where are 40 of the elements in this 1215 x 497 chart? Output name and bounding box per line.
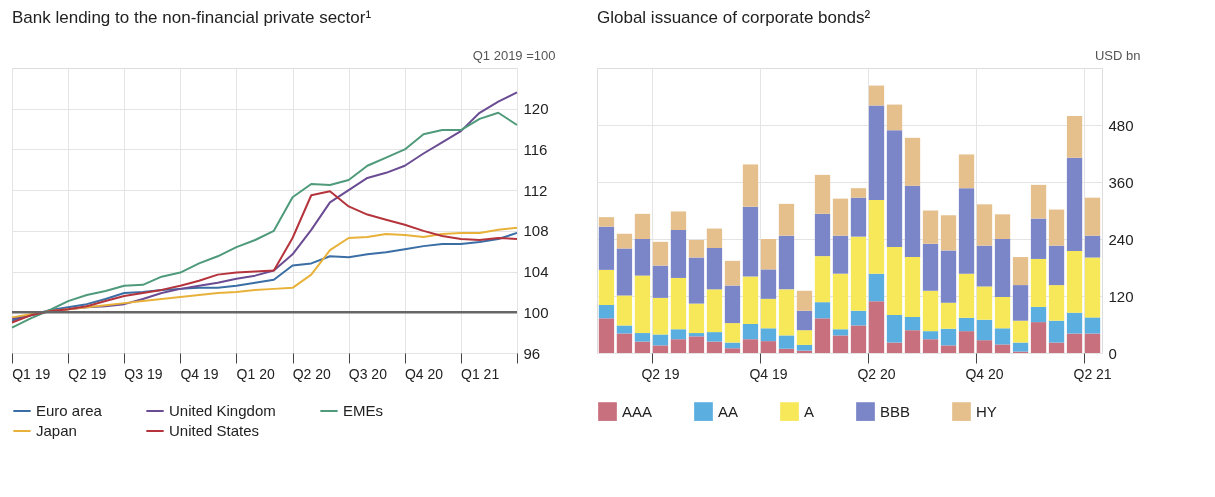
y-tick-label: 240: [1108, 230, 1134, 248]
legend-label: United Kingdom: [169, 402, 276, 419]
x-tick-label: Q4 19: [749, 365, 788, 382]
y-tick-label: 96: [523, 344, 541, 362]
x-tick-label: Q2 19: [68, 365, 107, 382]
legend-label: AAA: [622, 402, 653, 420]
chart-title: Global issuance of corporate bonds²: [597, 8, 871, 27]
chart-title: Bank lending to the non-financial private sector¹: [12, 8, 372, 27]
x-tick-label: Q1 20: [236, 365, 275, 382]
y-tick-label: 480: [1108, 116, 1134, 134]
y-axis-title: Q1 2019 =100: [472, 47, 556, 63]
x-tick-label: Q3 19: [124, 365, 163, 382]
y-tick-label: 0: [1108, 344, 1117, 362]
x-tick-label: Q2 20: [292, 365, 332, 382]
y-tick-label: 108: [523, 222, 549, 240]
x-tick-label: Q1 19: [12, 365, 51, 382]
y-tick-label: 104: [523, 263, 549, 281]
legend-label: Euro area: [36, 402, 103, 419]
x-tick-label: Q1 21: [461, 365, 500, 382]
x-tick-label: Q2 20: [857, 365, 896, 382]
y-tick-label: 100: [523, 303, 549, 321]
x-tick-label: Q4 20: [404, 365, 444, 382]
legend-label: EMEs: [343, 402, 384, 419]
y-tick-label: 112: [523, 181, 548, 199]
legend-label: HY: [976, 402, 997, 420]
legend-label: A: [804, 402, 815, 420]
x-tick-label: Q2 21: [1073, 365, 1112, 382]
y-tick-label: 120: [1108, 287, 1134, 305]
y-tick-label: 116: [523, 140, 548, 158]
x-tick-label: Q4 20: [965, 365, 1004, 382]
legend-label: BBB: [880, 402, 911, 420]
legend-label: United States: [169, 422, 260, 439]
y-axis-title: USD bn: [1094, 47, 1141, 63]
x-tick-label: Q4 19: [180, 365, 219, 382]
y-tick-label: 360: [1108, 173, 1134, 191]
legend-label: Japan: [36, 422, 77, 439]
x-tick-label: Q3 20: [348, 365, 388, 382]
y-tick-label: 120: [523, 100, 549, 118]
x-tick-label: Q2 19: [641, 365, 680, 382]
legend-label: AA: [718, 402, 739, 420]
